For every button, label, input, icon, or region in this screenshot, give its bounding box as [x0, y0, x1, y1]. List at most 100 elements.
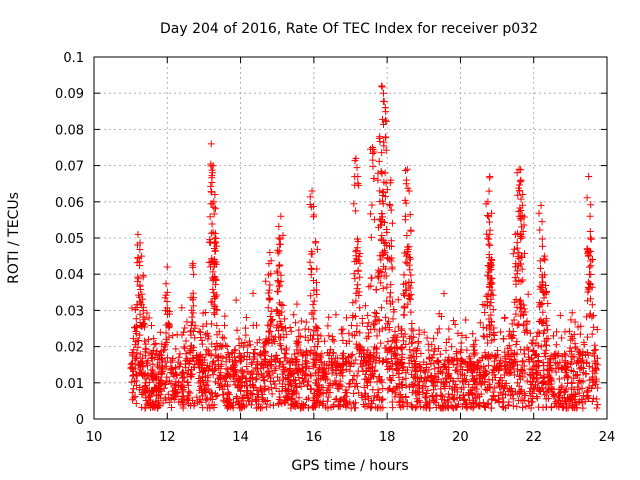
data-point — [422, 382, 430, 390]
data-point — [511, 298, 519, 306]
data-point — [590, 346, 598, 354]
data-point — [276, 393, 284, 401]
data-point — [306, 193, 314, 201]
data-point — [253, 391, 261, 399]
data-point — [502, 358, 510, 366]
data-point — [388, 360, 396, 368]
data-point — [434, 329, 442, 337]
data-point — [402, 258, 410, 266]
data-point — [545, 366, 553, 374]
data-point — [561, 328, 569, 336]
data-point — [484, 339, 492, 347]
data-point — [409, 327, 417, 335]
data-point — [519, 404, 527, 412]
data-point — [591, 369, 599, 377]
data-point — [293, 337, 301, 345]
data-point — [382, 116, 390, 124]
data-point — [167, 403, 175, 411]
data-point — [374, 169, 382, 177]
data-point — [147, 322, 155, 330]
data-point — [165, 390, 173, 398]
data-point — [403, 248, 411, 256]
data-point — [471, 394, 479, 402]
data-point — [324, 365, 332, 373]
data-point — [352, 207, 360, 215]
data-point — [463, 404, 471, 412]
data-point — [451, 321, 459, 329]
data-point — [356, 259, 364, 267]
data-point — [500, 371, 508, 379]
data-point — [408, 388, 416, 396]
y-tick-label: 0.01 — [55, 377, 84, 392]
data-point — [486, 230, 494, 238]
data-point — [406, 266, 414, 274]
data-point — [312, 361, 320, 369]
data-point — [460, 396, 468, 404]
data-point — [199, 322, 207, 330]
data-point — [237, 387, 245, 395]
data-point — [419, 388, 427, 396]
data-point — [208, 166, 216, 174]
data-point — [440, 397, 448, 405]
data-point — [145, 314, 153, 322]
data-point — [590, 378, 598, 386]
data-point — [379, 188, 387, 196]
data-point — [594, 384, 602, 392]
data-point — [162, 280, 170, 288]
data-point — [512, 277, 520, 285]
data-point — [207, 140, 215, 148]
data-point — [377, 396, 385, 404]
data-point — [497, 356, 505, 364]
data-point — [402, 374, 410, 382]
data-point — [137, 369, 145, 377]
y-tick-label: 0.07 — [55, 160, 84, 175]
data-point — [296, 379, 304, 387]
x-tick-label: 20 — [452, 430, 469, 445]
data-point — [260, 343, 268, 351]
data-point — [376, 215, 384, 223]
data-point — [312, 279, 320, 287]
data-point — [433, 392, 441, 400]
data-point — [486, 241, 494, 249]
data-point — [236, 352, 244, 360]
data-point — [195, 386, 203, 394]
data-point — [407, 308, 415, 316]
data-point — [302, 370, 310, 378]
data-point — [163, 338, 171, 346]
data-point — [485, 218, 493, 226]
data-point — [525, 355, 533, 363]
data-point — [292, 399, 300, 407]
data-point — [202, 331, 210, 339]
data-point — [553, 328, 561, 336]
data-point — [369, 386, 377, 394]
data-point — [241, 381, 249, 389]
data-point — [204, 347, 212, 355]
data-point — [516, 304, 524, 312]
data-point — [405, 254, 413, 262]
data-point — [393, 351, 401, 359]
data-point — [349, 314, 357, 322]
data-point — [210, 210, 218, 218]
data-point — [589, 350, 597, 358]
data-point — [189, 302, 197, 310]
data-point — [405, 383, 413, 391]
data-point — [453, 361, 461, 369]
data-point — [476, 400, 484, 408]
data-point — [544, 370, 552, 378]
data-point — [501, 382, 509, 390]
data-point — [273, 321, 281, 329]
data-point — [317, 375, 325, 383]
data-point — [131, 324, 139, 332]
data-point — [229, 398, 237, 406]
data-point — [402, 382, 410, 390]
x-tick-label: 12 — [159, 430, 176, 445]
data-point — [142, 352, 150, 360]
data-point — [568, 403, 576, 411]
data-point — [295, 394, 303, 402]
data-point — [289, 370, 297, 378]
data-point — [142, 344, 150, 352]
data-point — [183, 370, 191, 378]
data-point — [369, 149, 377, 157]
data-point — [497, 328, 505, 336]
data-point — [352, 356, 360, 364]
